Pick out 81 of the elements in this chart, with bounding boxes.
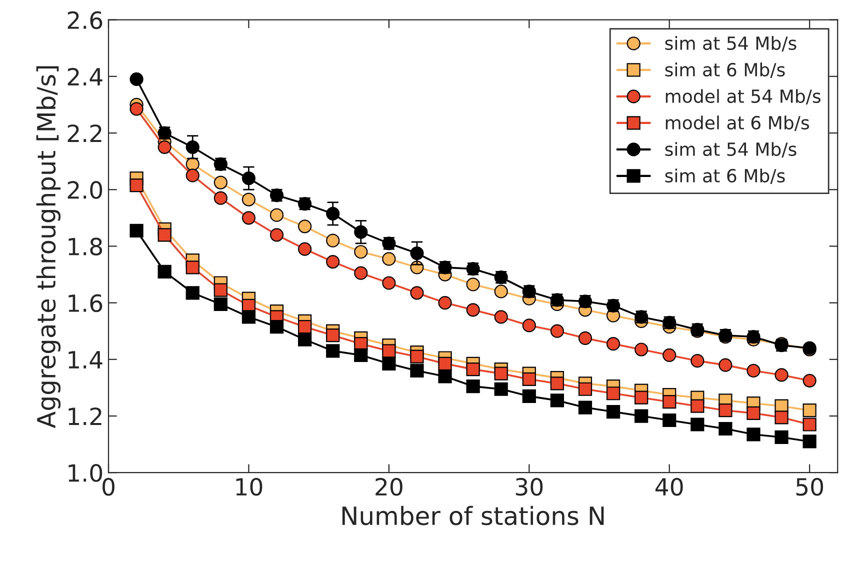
y-tick-label: 2.6 — [68, 11, 102, 30]
point — [802, 404, 816, 418]
point — [270, 208, 284, 222]
point — [270, 228, 284, 242]
point — [802, 418, 816, 432]
point — [410, 350, 424, 364]
x-tick-label: 30 — [516, 478, 543, 496]
y-tick-label: 1.6 — [68, 294, 102, 312]
point — [578, 382, 592, 396]
point — [522, 318, 536, 332]
point — [326, 254, 340, 269]
y-tick-label: 2.2 — [68, 124, 102, 142]
point — [410, 246, 424, 260]
y-tick-label: 2.0 — [68, 181, 102, 199]
legend-label: sim at 54 Mb/s — [665, 36, 796, 52]
x-tick-label: 10 — [236, 478, 262, 496]
point — [382, 276, 396, 290]
point — [550, 376, 564, 390]
x-axis-title: Number of stations N — [342, 506, 604, 526]
y-tick-label: 1.0 — [68, 464, 102, 482]
point — [382, 252, 396, 266]
point — [410, 286, 424, 300]
point — [774, 410, 788, 424]
point — [242, 192, 256, 206]
point — [522, 372, 536, 386]
point — [466, 362, 480, 376]
point — [578, 331, 592, 345]
x-tick-label: 40 — [655, 478, 683, 496]
point — [494, 366, 508, 380]
point — [494, 284, 508, 298]
point — [158, 140, 172, 154]
point — [382, 344, 396, 358]
point — [802, 374, 816, 388]
y-tick-label: 2.4 — [68, 68, 102, 86]
point — [242, 211, 256, 225]
point — [466, 303, 480, 317]
legend-label: sim at 6 Mb/s — [665, 62, 785, 78]
point — [298, 220, 312, 234]
point — [690, 354, 704, 368]
point — [326, 234, 340, 248]
point — [158, 228, 172, 242]
point — [438, 356, 452, 370]
point — [186, 168, 200, 182]
point — [634, 342, 648, 356]
point — [354, 266, 368, 280]
point — [214, 176, 228, 190]
point — [606, 337, 620, 351]
point — [606, 386, 620, 400]
point — [298, 242, 312, 256]
point — [298, 320, 312, 334]
point — [718, 358, 732, 372]
x-tick-label: 0 — [102, 478, 114, 496]
point — [326, 328, 340, 342]
point — [494, 310, 508, 324]
point — [690, 399, 704, 413]
y-tick-label: 1.4 — [68, 351, 102, 368]
legend-label: sim at 6 Mb/s — [665, 168, 785, 184]
point — [550, 324, 564, 338]
point — [466, 278, 480, 292]
point — [746, 364, 760, 378]
point — [634, 390, 648, 404]
legend-label: model at 54 Mb/s — [666, 89, 820, 104]
point — [438, 296, 452, 310]
legend-label: model at 6 Mb/s — [666, 116, 809, 131]
y-tick-label: 1.2 — [68, 407, 102, 425]
point — [662, 348, 676, 362]
point — [718, 404, 732, 418]
y-tick-label: 1.8 — [68, 238, 102, 256]
point — [774, 368, 788, 382]
x-tick-label: 20 — [376, 478, 402, 496]
point — [186, 260, 200, 274]
point — [130, 178, 144, 192]
point — [130, 102, 144, 116]
point — [214, 283, 228, 297]
x-tick-label: 50 — [796, 478, 824, 496]
legend-label: sim at 54 Mb/s — [665, 142, 796, 158]
point — [214, 191, 228, 205]
point — [662, 395, 676, 409]
point — [354, 245, 368, 259]
y-axis-title: Aggregate throughput [Mb/s] — [36, 66, 61, 428]
point — [746, 406, 760, 420]
